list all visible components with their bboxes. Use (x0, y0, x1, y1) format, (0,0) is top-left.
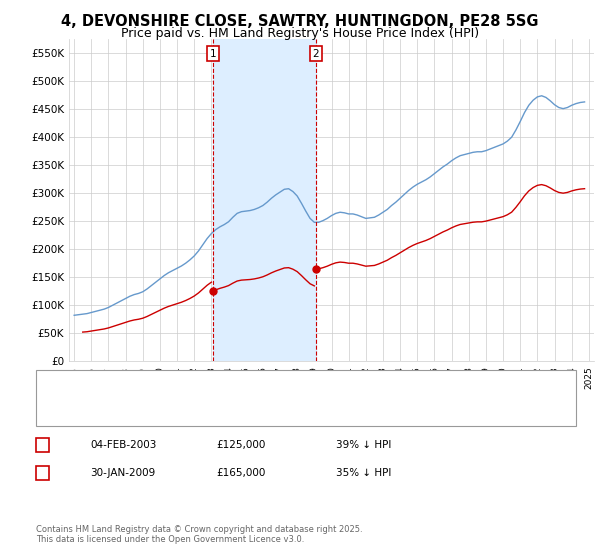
Text: ——: —— (51, 379, 76, 392)
Text: Price paid vs. HM Land Registry's House Price Index (HPI): Price paid vs. HM Land Registry's House … (121, 27, 479, 40)
Text: 1: 1 (209, 49, 216, 59)
Text: 4, DEVONSHIRE CLOSE, SAWTRY, HUNTINGDON, PE28 5SG: 4, DEVONSHIRE CLOSE, SAWTRY, HUNTINGDON,… (61, 14, 539, 29)
Text: 30-JAN-2009: 30-JAN-2009 (90, 468, 155, 478)
Text: £125,000: £125,000 (216, 440, 265, 450)
Text: 39% ↓ HPI: 39% ↓ HPI (336, 440, 391, 450)
Text: HPI: Average price, detached house, Huntingdonshire: HPI: Average price, detached house, Hunt… (87, 405, 349, 415)
Text: 2: 2 (313, 49, 319, 59)
Text: ——: —— (51, 403, 76, 417)
Text: 4, DEVONSHIRE CLOSE, SAWTRY, HUNTINGDON, PE28 5SG (detached house): 4, DEVONSHIRE CLOSE, SAWTRY, HUNTINGDON,… (87, 380, 463, 390)
Text: 1: 1 (39, 440, 46, 450)
Text: Contains HM Land Registry data © Crown copyright and database right 2025.
This d: Contains HM Land Registry data © Crown c… (36, 525, 362, 544)
Text: 35% ↓ HPI: 35% ↓ HPI (336, 468, 391, 478)
Text: 04-FEB-2003: 04-FEB-2003 (90, 440, 157, 450)
Bar (213, 39, 316, 361)
Text: 2: 2 (39, 468, 46, 478)
Text: £165,000: £165,000 (216, 468, 265, 478)
